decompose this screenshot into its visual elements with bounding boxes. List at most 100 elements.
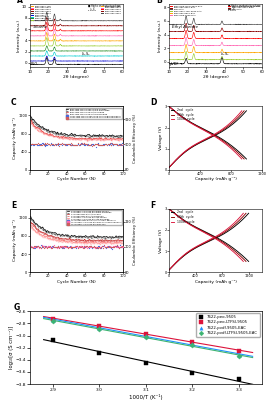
Point: [60, 140, 64, 146]
Point: [102, 243, 106, 249]
Point: [110, 141, 114, 148]
Point: [96, 243, 101, 250]
Legend: 2nd   cycle, 50th  cycle, 100th cycle: 2nd cycle, 50th cycle, 100th cycle: [171, 210, 194, 224]
Text: D: D: [150, 98, 157, 107]
Point: [115, 244, 119, 251]
7622-peo-LTFSI-9505-black-Discharge: [76, 133, 80, 138]
7622-pvdf-LTFSI-9505-EAC: [237, 353, 241, 359]
7622-peo-LTFSI-9504-lite-Discharge: [47, 133, 50, 138]
Point: [86, 244, 90, 250]
Point: [114, 243, 118, 250]
Point: [102, 242, 106, 249]
Point: [69, 243, 74, 250]
Point: [104, 141, 108, 148]
50th  cycle: [231, 120, 234, 125]
7622-pvdf-9505-EAC-lite-Discharge: [90, 240, 93, 245]
Point: [70, 141, 75, 147]
Point: [112, 244, 116, 250]
Point: [45, 244, 49, 250]
Point: [101, 244, 105, 251]
7622-peo-LTFSI-9505-black-Charge: [84, 134, 87, 139]
Point: [37, 244, 41, 250]
Line: 7622-peo-LTFSI-9504-lite-Discharge: 7622-peo-LTFSI-9504-lite-Discharge: [31, 123, 123, 141]
Point: [76, 141, 80, 148]
Point: [113, 243, 117, 249]
X-axis label: Cycle Number (N): Cycle Number (N): [57, 280, 96, 284]
7622-peo-LTFSI-9505-black-Discharge: [113, 135, 117, 140]
Point: [40, 243, 45, 250]
Point: [79, 244, 83, 250]
50th  cycle: [213, 132, 217, 137]
Point: [116, 142, 120, 148]
Point: [76, 244, 80, 251]
Point: [112, 141, 116, 148]
Point: [90, 142, 94, 149]
Point: [38, 244, 42, 250]
Point: [63, 243, 67, 250]
50th  cycle: [167, 268, 171, 272]
7622-pvdf-LTFSI-9505-EAC-lite-Discharge: [121, 240, 124, 245]
Point: [63, 141, 67, 147]
Point: [89, 243, 93, 250]
Point: [74, 142, 78, 148]
Point: [113, 243, 117, 250]
Point: [74, 243, 78, 250]
7622-pvdf-LTFSI-9505-EAC-lite-Charge: [47, 236, 50, 241]
Point: [34, 244, 38, 250]
100th cycle: [167, 268, 171, 272]
Point: [110, 244, 114, 250]
7622-peo-9505: [237, 376, 241, 382]
Point: [39, 142, 43, 148]
Point: [91, 244, 95, 251]
Point: [109, 141, 114, 148]
Point: [36, 142, 40, 148]
7622-peo-LTFSI-9505-black-Discharge: [116, 135, 120, 140]
Point: [70, 244, 75, 251]
Point: [53, 244, 58, 250]
Point: [46, 141, 50, 148]
Point: [63, 243, 67, 250]
100th cycle: [230, 223, 233, 228]
Text: $\bullet$ Li$_2$S$_2$: $\bullet$ Li$_2$S$_2$: [227, 6, 237, 14]
Point: [84, 244, 89, 250]
Point: [40, 242, 44, 249]
Point: [49, 140, 53, 147]
Point: [111, 142, 116, 148]
Point: [53, 243, 57, 250]
50th  cycle: [168, 165, 171, 170]
Y-axis label: Intensity (a.u.): Intensity (a.u.): [16, 20, 21, 52]
Point: [57, 244, 62, 250]
Point: [75, 141, 79, 148]
7622-peo-LTFSI-9504-lite-Charge: [90, 138, 93, 142]
Point: [76, 244, 80, 250]
7622-pvdf-LTFSI-9505-EAC: [144, 334, 148, 340]
Point: [71, 244, 76, 250]
2nd   cycle: [167, 165, 171, 170]
Point: [95, 244, 100, 250]
Point: [70, 244, 75, 250]
Point: [87, 245, 91, 251]
Point: [36, 243, 40, 250]
Point: [50, 142, 54, 148]
Point: [120, 244, 125, 250]
Legend: 7622-peo-LTFSI, 7622-peo-6505, 7622-peo-8020, 7622-peo-8515, 7622-peo-9010, 7622: 7622-peo-LTFSI, 7622-peo-6505, 7622-peo-…: [31, 5, 54, 21]
Point: [74, 245, 78, 251]
Point: [62, 244, 66, 250]
7622-pvdf-9505-EAC-lite-Charge: [114, 238, 118, 242]
Point: [106, 141, 110, 147]
Point: [43, 244, 48, 250]
Point: [46, 141, 50, 147]
Point: [117, 141, 121, 147]
Point: [30, 141, 35, 148]
Point: [73, 243, 77, 249]
Point: [28, 244, 33, 251]
7622-peo-LTFSI-9505-black-Charge: [76, 133, 80, 138]
Point: [93, 141, 98, 147]
Point: [99, 244, 103, 251]
7622-peo-LTFSI-9505-black-Discharge: [121, 135, 124, 140]
Y-axis label: Coulombic Efficiency (%): Coulombic Efficiency (%): [133, 216, 137, 265]
7622-peo-LTFSI-9505-black-Discharge: [117, 135, 120, 140]
Legend: 7622-pvdf-LTFSI-9505-EAC, 7622-peo-9010-EAC, 7622-EAC, 7622-peo-LTFSI-9505-EAC, : 7622-pvdf-LTFSI-9505-EAC, 7622-peo-9010-…: [170, 5, 203, 16]
Point: [116, 242, 120, 249]
Point: [82, 244, 86, 251]
